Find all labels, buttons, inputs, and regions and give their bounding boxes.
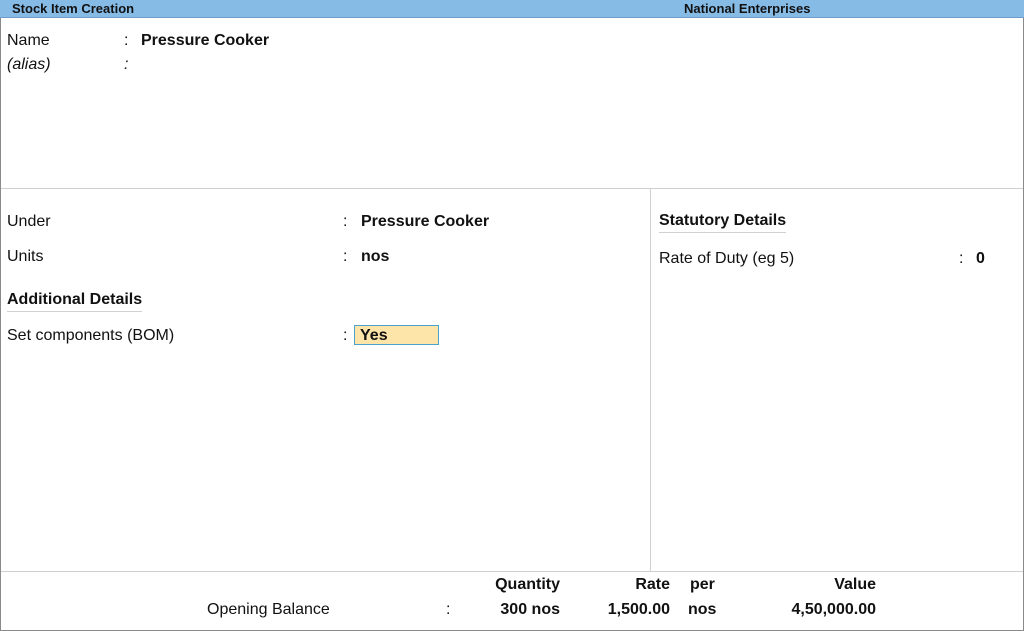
opening-balance-label: Opening Balance [207, 601, 330, 618]
name-sep: : [124, 32, 129, 49]
title-bar: Stock Item Creation National Enterprises [0, 0, 1024, 18]
divider [650, 188, 651, 571]
alias-sep: : [124, 56, 129, 73]
name-field[interactable]: Pressure Cooker [141, 32, 270, 49]
quantity-header: Quantity [495, 576, 560, 593]
value-header: Value [834, 576, 876, 593]
opening-sep: : [446, 601, 451, 618]
screen-title: Stock Item Creation [12, 1, 135, 16]
units-label: Units [7, 248, 44, 265]
opening-value-field[interactable]: 4,50,000.00 [791, 601, 876, 618]
opening-quantity-field[interactable]: 300 nos [500, 601, 560, 618]
divider [1, 571, 1023, 572]
under-sep: : [343, 213, 348, 230]
under-field[interactable]: Pressure Cooker [361, 213, 490, 230]
units-field[interactable]: nos [361, 248, 390, 265]
units-sep: : [343, 248, 348, 265]
name-label: Name [7, 32, 50, 49]
divider [1, 188, 1023, 189]
duty-label: Rate of Duty (eg 5) [659, 250, 795, 267]
bom-label: Set components (BOM) [7, 327, 175, 344]
under-label: Under [7, 213, 51, 230]
company-name: National Enterprises [684, 1, 811, 16]
opening-rate-field[interactable]: 1,500.00 [607, 601, 670, 618]
additional-details-heading: Additional Details [7, 291, 143, 312]
alias-label: (alias) [7, 56, 51, 73]
per-header: per [690, 576, 715, 593]
bom-field[interactable]: Yes [354, 325, 439, 345]
alias-field[interactable] [141, 56, 341, 74]
statutory-details-heading: Statutory Details [659, 212, 787, 233]
bom-sep: : [343, 327, 348, 344]
rate-header: Rate [635, 576, 670, 593]
opening-per-field[interactable]: nos [688, 601, 717, 618]
duty-sep: : [959, 250, 964, 267]
duty-field[interactable]: 0 [976, 250, 985, 267]
